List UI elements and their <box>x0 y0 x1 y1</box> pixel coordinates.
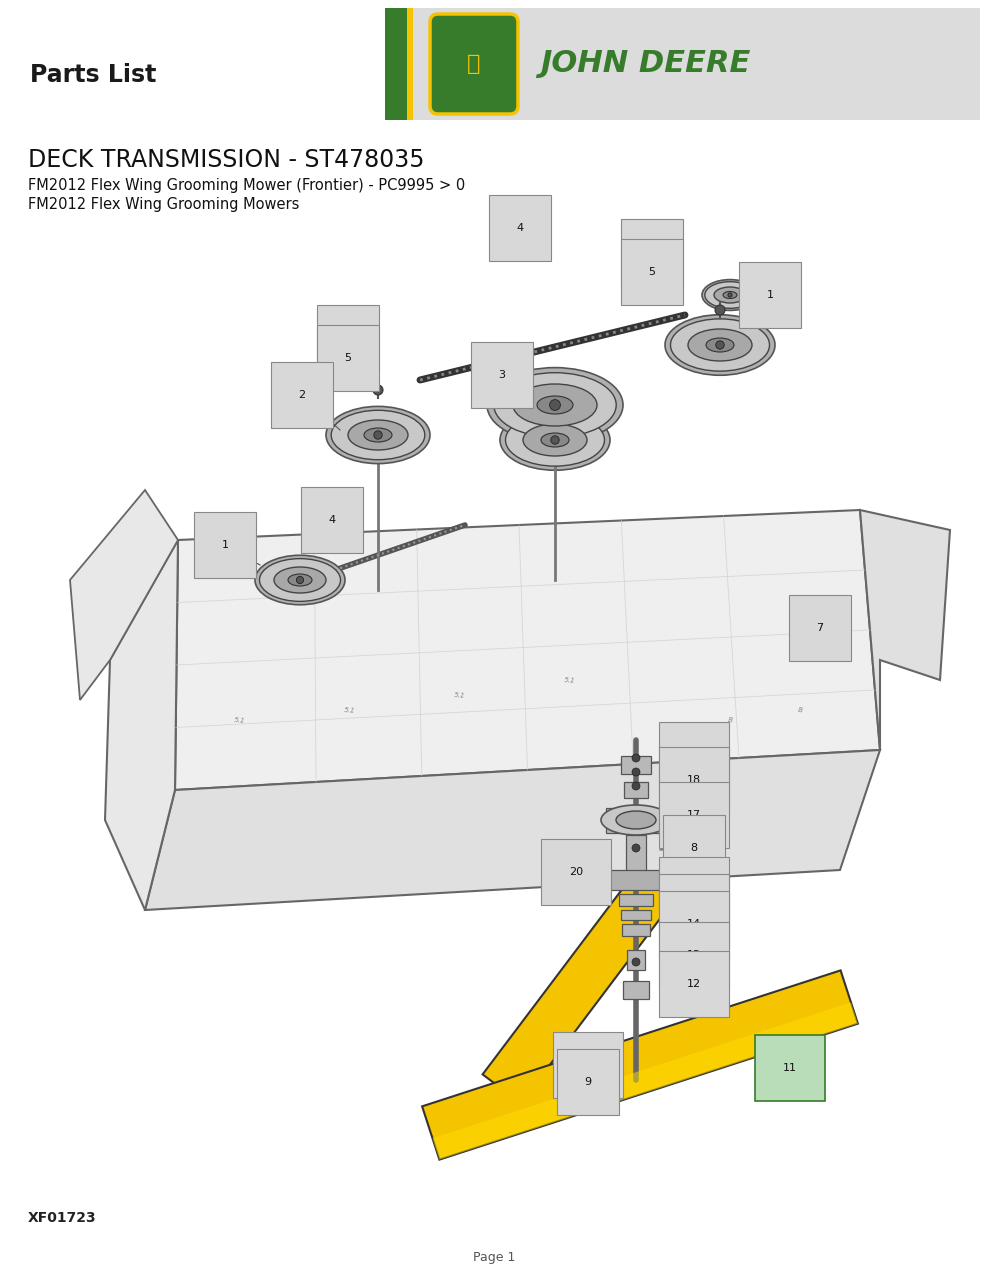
Text: B: B <box>727 717 733 723</box>
Polygon shape <box>145 750 880 910</box>
Text: 16: 16 <box>687 884 701 895</box>
Text: B: B <box>797 707 803 713</box>
Text: XF01723: XF01723 <box>28 1211 97 1225</box>
Bar <box>385 8 407 120</box>
Text: 15: 15 <box>687 902 701 911</box>
Text: 5.1: 5.1 <box>454 691 466 699</box>
Ellipse shape <box>255 556 345 604</box>
Ellipse shape <box>505 413 604 466</box>
Text: 13: 13 <box>687 950 701 960</box>
Text: 1: 1 <box>222 540 228 550</box>
Circle shape <box>632 768 640 776</box>
Bar <box>407 8 413 120</box>
Ellipse shape <box>523 424 587 456</box>
Text: 5: 5 <box>649 268 656 276</box>
Ellipse shape <box>550 399 561 411</box>
Text: 19: 19 <box>687 750 701 760</box>
Polygon shape <box>860 509 950 750</box>
Text: 12: 12 <box>687 979 701 989</box>
Polygon shape <box>175 509 880 790</box>
Ellipse shape <box>616 812 656 829</box>
Ellipse shape <box>723 292 737 298</box>
Text: 🦌: 🦌 <box>468 54 481 74</box>
Text: 6: 6 <box>344 333 351 343</box>
Text: 6: 6 <box>649 247 656 257</box>
Text: 5.1: 5.1 <box>564 677 576 684</box>
Text: FM2012 Flex Wing Grooming Mowers: FM2012 Flex Wing Grooming Mowers <box>28 197 300 212</box>
Ellipse shape <box>274 567 326 593</box>
Text: 14: 14 <box>687 919 701 929</box>
Circle shape <box>632 844 640 852</box>
Ellipse shape <box>551 435 559 444</box>
Ellipse shape <box>601 805 671 835</box>
Text: DECK TRANSMISSION - ST478035: DECK TRANSMISSION - ST478035 <box>28 148 424 172</box>
Ellipse shape <box>374 431 382 439</box>
Text: FM2012 Flex Wing Grooming Mower (Frontier) - PC9995 > 0: FM2012 Flex Wing Grooming Mower (Frontie… <box>28 178 465 193</box>
Ellipse shape <box>671 319 769 371</box>
Bar <box>623 980 649 998</box>
Text: 3: 3 <box>498 370 505 380</box>
Text: Parts List: Parts List <box>30 63 156 87</box>
Ellipse shape <box>513 384 597 426</box>
Ellipse shape <box>348 420 408 451</box>
Text: 8: 8 <box>690 844 697 852</box>
Ellipse shape <box>541 433 569 447</box>
Text: 7: 7 <box>817 623 824 634</box>
Ellipse shape <box>297 576 304 584</box>
Circle shape <box>373 385 383 396</box>
Text: 9: 9 <box>584 1076 591 1087</box>
Ellipse shape <box>705 282 756 308</box>
Text: JOHN DEERE: JOHN DEERE <box>540 50 751 78</box>
Ellipse shape <box>500 410 610 470</box>
Ellipse shape <box>364 428 392 442</box>
Bar <box>622 924 650 936</box>
Text: 10: 10 <box>581 1060 595 1070</box>
Bar <box>621 910 651 920</box>
Ellipse shape <box>288 573 312 586</box>
Text: 4: 4 <box>516 223 523 233</box>
Circle shape <box>632 957 640 966</box>
Text: 18: 18 <box>687 774 701 785</box>
Ellipse shape <box>714 287 746 303</box>
Bar <box>626 835 646 876</box>
Polygon shape <box>432 1002 857 1160</box>
Bar <box>601 870 671 890</box>
Circle shape <box>632 754 640 762</box>
Bar <box>621 756 651 774</box>
Text: 4: 4 <box>328 515 335 525</box>
Bar <box>606 808 666 832</box>
Text: 1: 1 <box>766 291 773 300</box>
Text: 20: 20 <box>569 867 584 877</box>
Bar <box>624 782 648 797</box>
Ellipse shape <box>259 558 340 602</box>
Ellipse shape <box>326 406 430 463</box>
Ellipse shape <box>716 340 724 349</box>
Text: 11: 11 <box>783 1062 797 1073</box>
Ellipse shape <box>665 315 775 375</box>
Bar <box>385 8 980 120</box>
FancyBboxPatch shape <box>430 14 518 114</box>
Ellipse shape <box>688 329 752 361</box>
Bar <box>627 950 645 970</box>
Polygon shape <box>483 867 677 1103</box>
Text: Page 1: Page 1 <box>473 1252 515 1265</box>
Ellipse shape <box>537 396 573 413</box>
Circle shape <box>715 305 725 315</box>
Text: 5.1: 5.1 <box>234 717 246 723</box>
Ellipse shape <box>331 411 425 460</box>
Text: 5: 5 <box>344 353 351 364</box>
Ellipse shape <box>728 293 732 297</box>
Ellipse shape <box>702 279 758 310</box>
Polygon shape <box>70 490 178 700</box>
Bar <box>619 893 653 906</box>
Ellipse shape <box>706 338 734 352</box>
Polygon shape <box>105 540 178 910</box>
Polygon shape <box>422 970 857 1160</box>
Ellipse shape <box>487 367 623 443</box>
Circle shape <box>632 782 640 790</box>
Ellipse shape <box>494 372 616 438</box>
Text: 5.1: 5.1 <box>344 707 356 713</box>
Text: 2: 2 <box>299 390 306 399</box>
Text: 17: 17 <box>687 810 701 820</box>
